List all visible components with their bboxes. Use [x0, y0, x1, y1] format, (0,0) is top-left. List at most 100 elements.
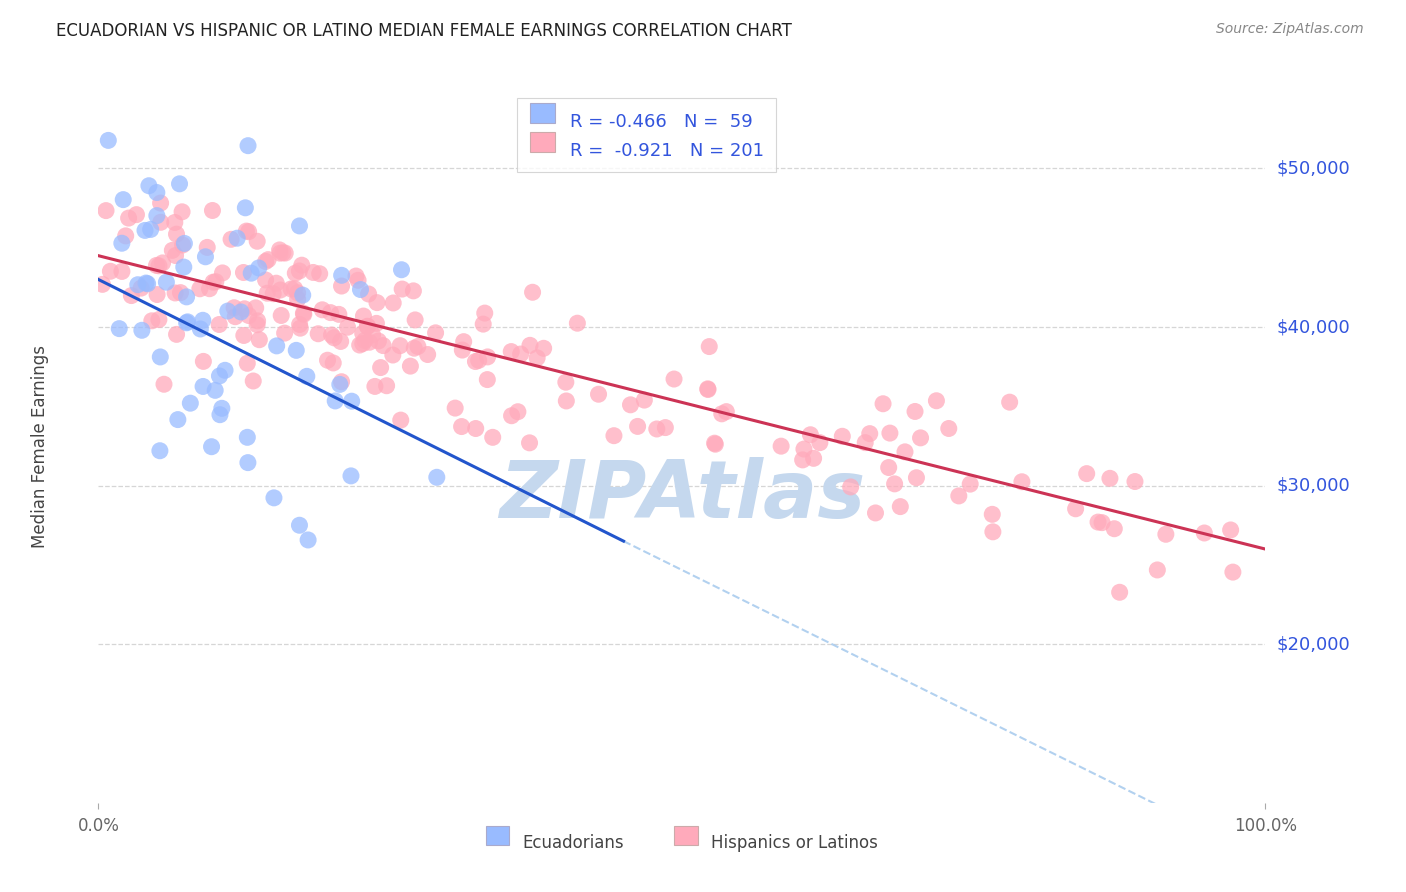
Point [626, 419, 648, 434]
Point [370, 360, 392, 375]
Point [166, 412, 188, 426]
Point [526, 351, 548, 365]
Point [236, 430, 259, 444]
Point [254, 254, 277, 268]
Point [108, 321, 131, 335]
Text: ECUADORIAN VS HISPANIC OR LATINO MEDIAN FEMALE EARNINGS CORRELATION CHART: ECUADORIAN VS HISPANIC OR LATINO MEDIAN … [56, 22, 792, 40]
Point [163, 215, 186, 229]
Point [166, 227, 188, 242]
Point [359, 335, 381, 350]
Point [859, 426, 882, 441]
Point [330, 279, 353, 293]
Point [1222, 565, 1244, 579]
Point [232, 265, 254, 279]
Point [141, 314, 163, 328]
Text: $30,000: $30,000 [1277, 476, 1350, 495]
Point [353, 334, 375, 348]
Point [148, 312, 170, 326]
Point [166, 327, 188, 342]
Point [770, 439, 793, 453]
Point [254, 273, 277, 287]
Point [506, 405, 529, 419]
Point [149, 196, 172, 211]
Point [232, 328, 254, 343]
Point [356, 319, 378, 334]
Point [366, 295, 388, 310]
Point [319, 305, 342, 319]
Point [367, 334, 389, 348]
Point [883, 476, 905, 491]
Point [340, 469, 363, 483]
Point [201, 203, 224, 218]
Point [1098, 471, 1121, 485]
Point [176, 315, 198, 329]
Point [208, 318, 231, 332]
Point [165, 285, 187, 300]
Point [904, 404, 927, 418]
Point [696, 382, 718, 396]
Point [198, 282, 221, 296]
Point [112, 193, 135, 207]
Point [179, 396, 201, 410]
Point [357, 287, 380, 301]
Point [111, 264, 134, 278]
Point [302, 265, 325, 279]
Point [169, 177, 191, 191]
Point [330, 375, 353, 389]
Point [792, 453, 814, 467]
Point [146, 287, 169, 301]
Point [356, 319, 378, 334]
Point [501, 344, 523, 359]
Point [361, 327, 384, 342]
Point [127, 277, 149, 292]
Point [188, 282, 211, 296]
Point [245, 301, 267, 315]
Point [381, 348, 404, 362]
Point [246, 314, 269, 328]
Point [329, 334, 352, 349]
Point [266, 339, 288, 353]
Point [190, 322, 212, 336]
Point [280, 282, 302, 296]
Point [146, 186, 169, 200]
Point [330, 268, 353, 283]
Point [344, 268, 367, 283]
Point [352, 326, 374, 341]
Point [1087, 515, 1109, 529]
Point [981, 524, 1004, 539]
Point [202, 275, 225, 289]
Point [603, 428, 626, 442]
Point [633, 393, 655, 408]
Point [853, 435, 876, 450]
Point [195, 240, 218, 254]
Point [328, 307, 350, 321]
Point [894, 445, 917, 459]
Point [291, 288, 314, 302]
Point [165, 248, 187, 262]
Point [263, 491, 285, 505]
Point [402, 284, 425, 298]
Point [129, 281, 152, 295]
Point [959, 477, 981, 491]
Point [94, 203, 117, 218]
Point [1091, 516, 1114, 530]
Point [1154, 527, 1177, 541]
Point [269, 246, 291, 260]
Point [391, 262, 413, 277]
Point [139, 222, 162, 236]
Point [269, 243, 291, 257]
Point [170, 204, 193, 219]
Point [464, 354, 486, 368]
Point [839, 480, 862, 494]
Point [131, 323, 153, 337]
Point [389, 339, 412, 353]
Point [308, 267, 330, 281]
Point [274, 246, 297, 260]
Point [229, 305, 252, 319]
Point [662, 372, 685, 386]
Point [889, 500, 911, 514]
Point [364, 379, 387, 393]
Point [501, 409, 523, 423]
Point [114, 228, 136, 243]
Point [336, 320, 359, 334]
